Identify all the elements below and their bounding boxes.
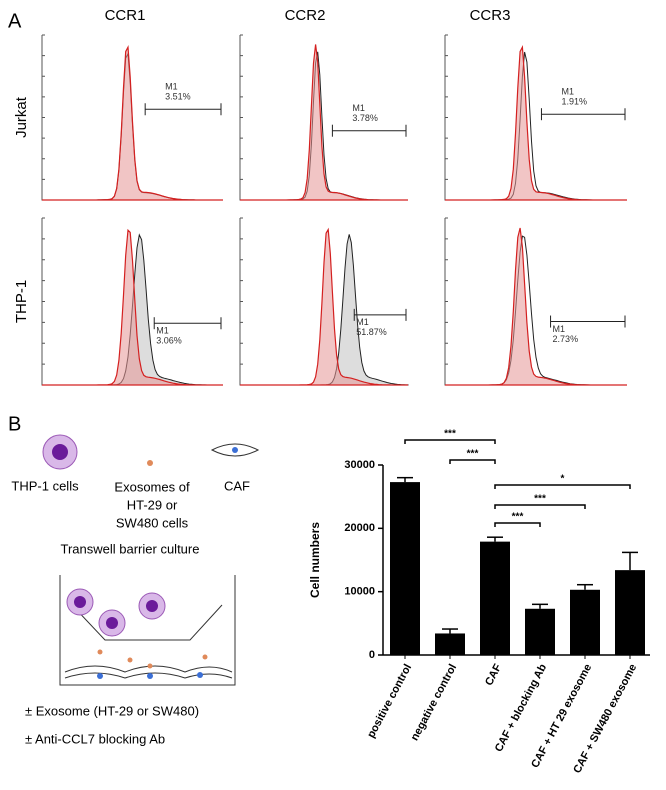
thp1-label: THP-1 cells <box>11 478 79 493</box>
x-tick-label: CAF + blocking Ab <box>493 662 550 754</box>
histogram-frame <box>444 218 627 386</box>
histogram-red <box>42 45 223 201</box>
gate-percent: 3.06% <box>156 336 182 346</box>
exosome-label: HT-29 or <box>127 497 178 512</box>
column-header: CCR2 <box>285 7 326 24</box>
y-tick-label: 20000 <box>344 522 375 534</box>
histogram-red <box>445 227 627 386</box>
row-label: THP-1 <box>13 280 30 323</box>
histogram-black <box>445 235 627 386</box>
significance-bracket <box>494 504 586 509</box>
column-header: CCR1 <box>105 7 146 24</box>
gate-name: M1 <box>561 87 574 97</box>
error-bar <box>487 536 503 542</box>
gate-percent: 3.78% <box>352 113 378 123</box>
y-tick-label: 0 <box>369 649 375 661</box>
caf-nucleus <box>232 447 238 453</box>
histogram-red <box>240 44 408 201</box>
x-tick-label: CAF <box>483 662 504 688</box>
bar <box>615 570 645 655</box>
bar <box>480 541 510 655</box>
gate-name: M1 <box>165 82 178 92</box>
histogram-red <box>42 228 223 386</box>
caf-label: CAF <box>224 478 250 493</box>
bar <box>435 633 465 655</box>
exosome-label: Exosomes of <box>114 479 190 494</box>
histogram-red <box>445 45 627 201</box>
histogram-frame <box>444 35 627 201</box>
significance-label: *** <box>534 494 546 505</box>
x-tick-label: positive control <box>365 662 414 740</box>
x-tick-label: negative control <box>409 662 459 743</box>
panel-label: A <box>8 10 22 32</box>
gate-percent: 2.73% <box>553 334 579 344</box>
panel-label: B <box>8 413 21 435</box>
transwell <box>59 575 236 686</box>
y-tick-label: 10000 <box>344 586 375 598</box>
gate-percent: 51.87% <box>356 327 387 337</box>
transwell-cells <box>66 588 208 679</box>
y-tick-label: 30000 <box>344 459 375 471</box>
bar <box>570 589 600 655</box>
histogram-red <box>240 227 408 386</box>
gate-name: M1 <box>356 317 369 327</box>
error-bar <box>442 628 458 634</box>
thp1-nucleus <box>52 444 68 460</box>
condition: ± Exosome (HT-29 or SW480) <box>25 703 199 718</box>
error-bar <box>622 551 638 571</box>
exosome-label: SW480 cells <box>116 515 189 530</box>
gate-name: M1 <box>352 103 365 113</box>
error-bar <box>397 476 413 483</box>
bar <box>390 482 420 655</box>
gate-name: M1 <box>156 326 169 336</box>
exosome <box>147 460 153 466</box>
significance-label: *** <box>467 449 479 460</box>
bar <box>525 608 555 655</box>
condition: ± Anti-CCL7 blocking Ab <box>25 731 165 746</box>
significance-label: *** <box>512 512 524 523</box>
histogram-black <box>445 51 627 201</box>
significance-bracket <box>449 459 496 464</box>
significance-label: * <box>561 474 565 485</box>
gate-percent: 3.51% <box>165 92 191 102</box>
gate-percent: 1.91% <box>561 97 587 107</box>
significance-bracket <box>494 522 541 527</box>
significance-label: *** <box>444 429 456 440</box>
culture-label: Transwell barrier culture <box>61 541 200 556</box>
row-label: Jurkat <box>13 96 30 138</box>
significance-bracket <box>494 484 631 489</box>
error-bar <box>577 583 593 590</box>
significance-bracket <box>404 439 496 444</box>
error-bar <box>532 603 548 609</box>
column-header: CCR3 <box>470 7 511 24</box>
y-axis-label: Cell numbers <box>308 522 322 598</box>
gate-name: M1 <box>553 324 566 334</box>
